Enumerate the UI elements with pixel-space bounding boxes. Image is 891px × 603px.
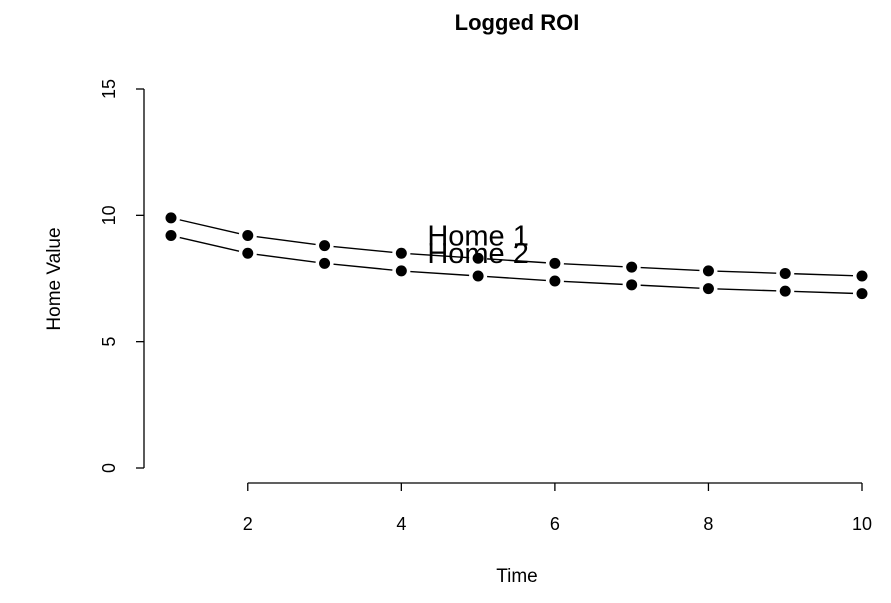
data-point <box>319 240 331 252</box>
data-point <box>856 270 868 282</box>
data-point <box>626 261 638 273</box>
y-tick-label: 15 <box>99 79 119 99</box>
data-point <box>702 265 714 277</box>
data-point <box>626 279 638 291</box>
data-point <box>472 270 484 282</box>
data-point <box>242 247 254 259</box>
series-line-segment <box>563 280 623 286</box>
series-2 <box>165 230 868 300</box>
data-point <box>549 257 561 269</box>
chart-title: Logged ROI <box>455 10 580 35</box>
data-point <box>319 257 331 269</box>
series-1 <box>165 212 868 282</box>
series-label: Home 2 <box>427 238 529 270</box>
series-line-segment <box>640 266 700 272</box>
series-line-segment <box>640 284 700 289</box>
x-axis-label: Time <box>496 566 538 587</box>
series-line-segment <box>333 263 393 271</box>
data-point <box>549 275 561 287</box>
series-line-segment <box>717 288 777 292</box>
series-line-segment <box>256 253 316 263</box>
y-axis-label: Home Value <box>44 227 65 330</box>
series-line-segment <box>333 245 393 254</box>
data-point <box>165 230 177 242</box>
series-line-segment <box>794 290 854 295</box>
data-point <box>395 265 407 277</box>
x-tick-label: 10 <box>852 514 872 534</box>
series-group <box>165 212 868 300</box>
y-tick-label: 0 <box>99 463 119 473</box>
series-line-segment <box>487 258 546 264</box>
series-line-segment <box>256 236 316 246</box>
x-tick-label: 2 <box>243 514 253 534</box>
series-line-segment <box>563 263 623 268</box>
y-tick-label: 10 <box>99 205 119 225</box>
data-point <box>395 247 407 259</box>
series-line-segment <box>179 236 240 252</box>
data-point <box>242 230 254 242</box>
series-line-segment <box>410 270 470 277</box>
series-line-segment <box>487 275 546 282</box>
series-line-segment <box>179 219 240 235</box>
x-tick-label: 6 <box>550 514 560 534</box>
data-point <box>472 252 484 264</box>
data-point <box>702 283 714 295</box>
x-tick-label: 8 <box>703 514 713 534</box>
data-point <box>779 285 791 297</box>
series-line-segment <box>410 253 470 259</box>
x-axis: 2 4 6 8 10 <box>243 482 872 534</box>
y-tick-label: 5 <box>99 337 119 347</box>
data-point <box>165 212 177 224</box>
series-line-segment <box>794 273 854 277</box>
series-label: Home 1 <box>427 221 529 253</box>
data-point <box>779 267 791 279</box>
y-axis: 0 5 10 15 <box>99 79 145 473</box>
data-point <box>856 288 868 300</box>
x-tick-label: 4 <box>396 514 406 534</box>
series-line-segment <box>717 270 777 274</box>
